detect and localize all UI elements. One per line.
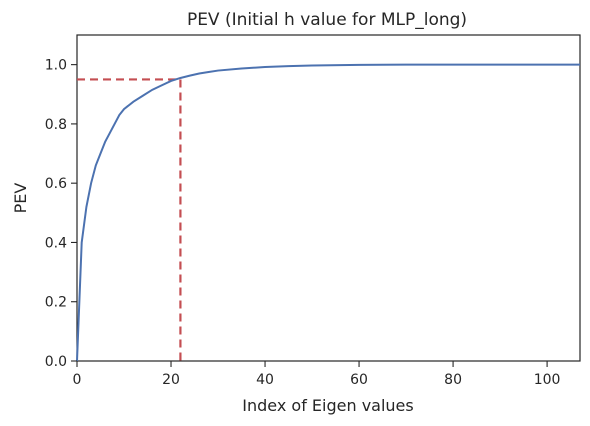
x-axis-label: Index of Eigen values bbox=[242, 396, 413, 415]
y-tick-label: 0.2 bbox=[45, 295, 67, 311]
y-tick-label: 1.0 bbox=[45, 58, 67, 74]
pev-curve-line bbox=[77, 65, 580, 361]
y-axis-ticks: 0.0 0.2 0.4 0.6 0.8 1.0 bbox=[45, 58, 77, 370]
axes-frame bbox=[77, 35, 580, 361]
x-tick-label: 80 bbox=[444, 372, 462, 388]
x-tick-label: 60 bbox=[350, 372, 368, 388]
x-axis-ticks: 0 20 40 60 80 100 bbox=[73, 361, 561, 388]
y-tick-label: 0.4 bbox=[45, 235, 67, 251]
x-tick-label: 100 bbox=[534, 372, 561, 388]
x-tick-label: 20 bbox=[162, 372, 180, 388]
y-tick-label: 0.8 bbox=[45, 117, 67, 133]
y-axis-label: PEV bbox=[11, 183, 30, 214]
y-tick-label: 0.6 bbox=[45, 176, 67, 192]
y-tick-label: 0.0 bbox=[45, 354, 67, 370]
x-tick-label: 40 bbox=[256, 372, 274, 388]
plot-area bbox=[77, 35, 580, 361]
chart-title: PEV (Initial h value for MLP_long) bbox=[187, 10, 467, 30]
x-tick-label: 0 bbox=[73, 372, 82, 388]
threshold-lines bbox=[77, 79, 180, 361]
